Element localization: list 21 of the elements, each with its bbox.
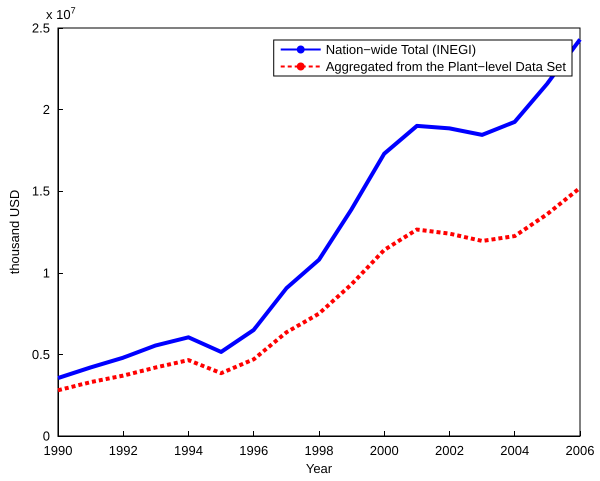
line-series <box>56 37 582 380</box>
y-tick-label: 2 <box>42 102 50 118</box>
x-axis-title: Year <box>306 460 333 476</box>
legend-label: Nation−wide Total (INEGI) <box>326 42 476 57</box>
y-tick-label: 2.5 <box>32 20 50 36</box>
x-tick-label: 1996 <box>239 443 268 458</box>
x-tick-label: 2002 <box>435 443 464 458</box>
x-tick-label: 1992 <box>108 443 138 458</box>
y-tick-label: 0.5 <box>32 346 50 362</box>
x-tick-label: 2000 <box>370 443 399 458</box>
x-tick-label: 1998 <box>304 443 334 458</box>
x-tick-label: 2004 <box>500 443 530 458</box>
x-tick-label: 1990 <box>44 443 72 458</box>
y-tick-label: 0 <box>42 428 50 444</box>
legend-label: Aggregated from the Plant−level Data Set <box>326 59 566 74</box>
line-series <box>56 186 582 392</box>
x-tick-label: 1994 <box>174 443 203 458</box>
y-axis-title: thousand USD <box>7 190 22 274</box>
y-tick-label: 1 <box>42 265 50 280</box>
x-tick-label: 2006 <box>566 443 594 458</box>
y-tick-label: 1.5 <box>32 184 50 199</box>
